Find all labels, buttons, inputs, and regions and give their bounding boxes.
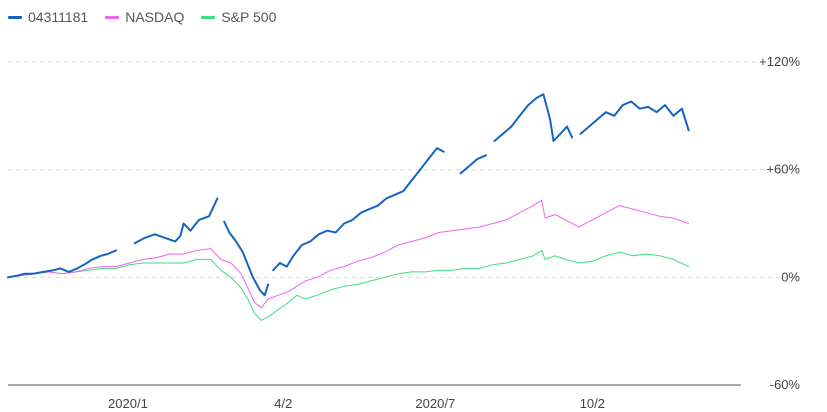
x-tick-label: 2020/1 [108,396,148,411]
x-tick-label: 2020/7 [415,396,455,411]
y-tick-label: +60% [766,162,800,177]
y-tick-label: 0% [781,269,800,284]
series-line-sp500 [7,249,690,321]
legend-item-fund[interactable]: 04311181 [8,9,88,25]
legend-swatch-nasdaq [105,15,120,19]
legend-swatch-fund [8,15,22,19]
x-axis: 2020/1 4/2 2020/7 10/2 [8,384,741,411]
y-tick-label: +120% [759,54,800,69]
y-axis-labels: +120% +60% 0% -60% [759,54,800,392]
legend-label-fund: 04311181 [28,9,89,25]
chart-legend: 04311181 NASDAQ S&P 500 [8,9,293,25]
legend-label-nasdaq: NASDAQ [125,9,185,25]
x-tick-label: 10/2 [580,396,605,411]
legend-label-sp500: S&P 500 [221,9,277,25]
y-tick-label: -60% [770,377,801,392]
legend-item-nasdaq[interactable]: NASDAQ [105,9,184,25]
series-line-fund [7,93,690,297]
series-line-nasdaq [7,199,690,309]
grid-lines [8,61,800,278]
legend-item-sp500[interactable]: S&P 500 [201,9,276,25]
legend-swatch-sp500 [201,15,216,19]
series-lines [7,93,690,321]
x-tick-label: 4/2 [274,396,292,411]
